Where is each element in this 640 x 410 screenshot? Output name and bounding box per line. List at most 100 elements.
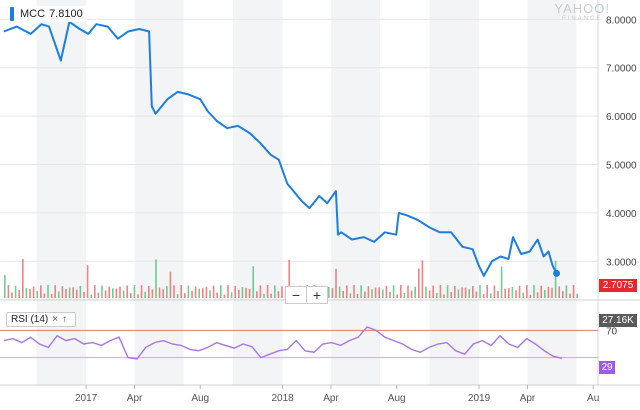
volume-bar [108,286,110,298]
volume-bar [79,285,82,298]
volume-bar [266,285,269,298]
zoom-controls: − + [285,286,328,304]
quarter-band [331,0,381,385]
volume-bar [356,294,359,298]
volume-bar [216,292,218,298]
volume-bar [115,288,118,298]
volume-bar [263,293,265,298]
volume-bar [238,289,240,298]
volume-bar [554,260,557,298]
volume-bar [360,285,362,298]
rsi-current-tag: 29 [599,361,615,374]
zoom-in-button[interactable]: + [306,287,327,303]
volume-bar [518,285,521,298]
volume-bar [353,285,355,298]
volume-bar [83,292,85,298]
y-tick-label: 3.0000 [606,257,637,268]
x-tick-label: Apr [323,393,339,404]
volume-bar [490,293,492,298]
volume-bar [86,265,89,298]
volume-bar [72,287,74,298]
watermark-line2: FINANCE [562,16,603,22]
volume-bar [533,285,535,298]
x-tick-label: Au [587,393,599,404]
zoom-out-button[interactable]: − [291,287,301,303]
y-tick-label: 5.0000 [606,161,637,172]
volume-bar [90,294,92,298]
volume-bar [187,285,190,298]
volume-bar [482,294,485,298]
volume-bar [497,290,499,298]
volume-bar [140,285,143,298]
x-tick-label: 2018 [271,393,294,404]
volume-bar [50,293,53,298]
x-tick-label: Aug [388,393,406,404]
volume-bar [230,292,233,298]
volume-bar [245,287,247,298]
x-tick-label: Apr [127,393,143,404]
y-tick-label: 6.0000 [606,112,637,123]
volume-bar [349,293,352,298]
volume-bar [162,289,164,298]
quarter-band [429,0,480,385]
volume-bar [248,289,251,298]
volume-bar [65,289,67,298]
volume-bar [122,290,125,298]
volume-bar [191,290,193,298]
volume-bar [227,285,229,298]
quarter-band [134,0,184,385]
volume-bar [472,286,474,298]
volume-bar [400,285,402,298]
volume-bar [234,285,236,298]
volume-bar [396,294,398,298]
volume-bar [220,285,222,298]
volume-bar [565,285,568,298]
volume-bar [500,266,503,298]
current-price-tag: 2.7075 [599,279,637,292]
volume-bar [119,286,121,298]
volume-bar [194,286,197,298]
volume-bar [562,291,564,298]
volume-bar [166,286,168,298]
volume-bar [479,285,481,298]
volume-bar [454,285,456,298]
volume-bar [173,285,175,298]
x-tick-label: Apr [520,393,536,404]
yahoo-finance-watermark: YAHOO! FINANCE [554,2,610,22]
volume-bar [428,290,431,298]
rsi-line [3,326,563,360]
rsi-move-up-icon[interactable]: ↑ [62,314,68,325]
volume-bar [425,286,427,298]
volume-bar [486,285,488,298]
volume-bar [32,286,35,298]
volume-bar [374,287,377,298]
volume-bar [335,268,337,298]
volume-bar [274,285,276,298]
y-tick-label: 4.0000 [606,209,637,220]
last-price-marker [553,269,561,277]
volume-bar [176,294,179,298]
volume-bar [367,286,370,298]
volume-bar [385,285,388,298]
volume-bar [540,285,542,298]
volume-bar [281,286,283,298]
volume-bar [7,285,10,298]
volume-bar [389,291,391,298]
volume-bar [569,293,571,298]
rsi-title: RSI (14) [11,314,49,325]
price-line [3,20,558,277]
volume-bar [464,287,467,298]
volume-bar [126,285,128,298]
volume-bar [450,291,452,298]
volume-bar [151,289,154,298]
volume-bar [547,287,550,298]
volume-bar [241,287,244,298]
volume-bar [54,285,56,298]
volume-bar [25,288,28,298]
volume-bar [198,288,200,298]
volume-bar [461,287,463,298]
volume-bar [133,285,136,298]
rsi-close-icon[interactable]: × [52,314,59,325]
